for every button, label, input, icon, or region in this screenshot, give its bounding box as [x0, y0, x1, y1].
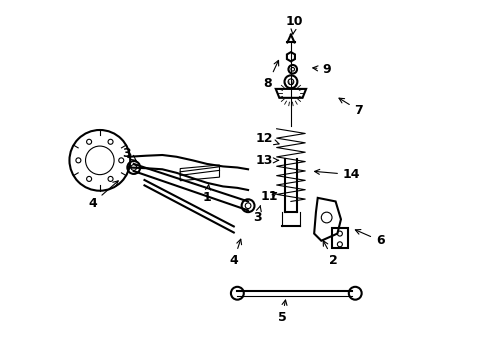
Text: 6: 6	[355, 230, 384, 247]
Text: 10: 10	[285, 14, 303, 34]
Text: 1: 1	[202, 185, 211, 204]
Text: 13: 13	[255, 154, 278, 167]
Text: 4: 4	[88, 181, 118, 210]
Text: 9: 9	[312, 63, 330, 76]
Text: 12: 12	[255, 132, 279, 145]
Text: 14: 14	[314, 168, 360, 181]
Text: 2: 2	[323, 241, 338, 267]
Text: 4: 4	[229, 239, 241, 267]
Text: 3: 3	[122, 147, 136, 161]
Text: 8: 8	[263, 60, 278, 90]
Text: 7: 7	[338, 98, 363, 117]
Text: 3: 3	[252, 206, 261, 224]
Text: 5: 5	[277, 300, 286, 324]
Text: 11: 11	[260, 190, 278, 203]
